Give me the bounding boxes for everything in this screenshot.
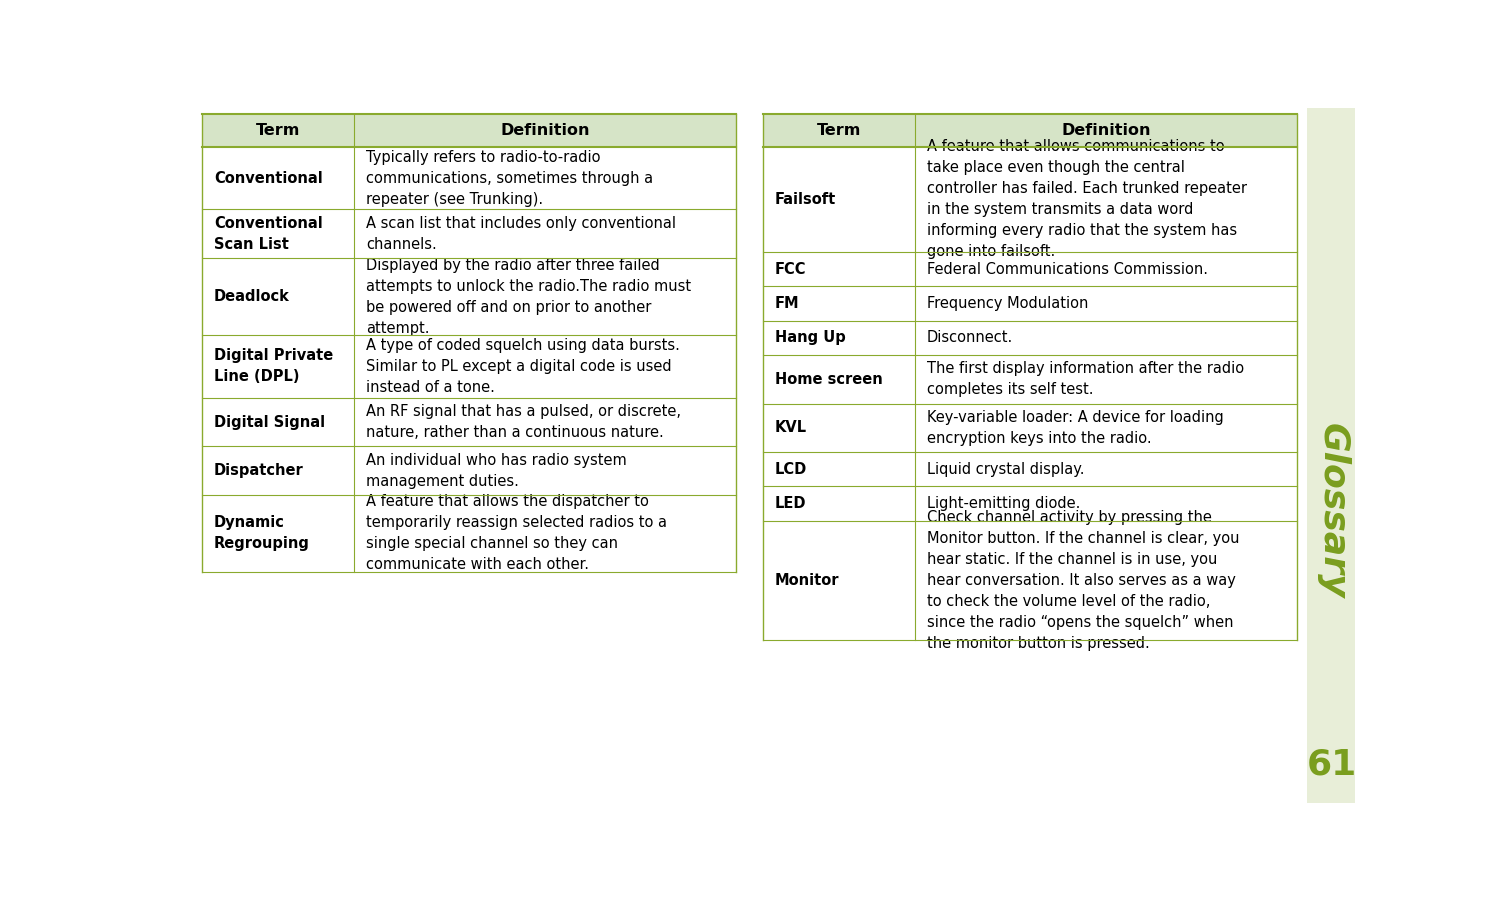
Bar	[202, 258, 736, 335]
Bar	[202, 446, 736, 495]
Text: Displayed by the radio after three failed
attempts to unlock the radio.The radio: Displayed by the radio after three faile…	[366, 257, 691, 336]
Text: A type of coded squelch using data bursts.
Similar to PL except a digital code i: A type of coded squelch using data burst…	[366, 338, 679, 395]
Text: A feature that allows the dispatcher to
temporarily reassign selected radios to : A feature that allows the dispatcher to …	[366, 494, 667, 572]
Bar	[764, 403, 1297, 452]
Text: Deadlock: Deadlock	[214, 289, 289, 304]
Text: An RF signal that has a pulsed, or discrete,
nature, rather than a continuous na: An RF signal that has a pulsed, or discr…	[366, 404, 681, 440]
Text: Glossary: Glossary	[1315, 423, 1349, 599]
Bar	[764, 355, 1297, 403]
Bar	[1307, 108, 1355, 803]
Text: Typically refers to radio-to-radio
communications, sometimes through a
repeater : Typically refers to radio-to-radio commu…	[366, 150, 654, 207]
Bar	[202, 398, 736, 446]
Text: LED: LED	[774, 496, 806, 511]
Text: Definition: Definition	[1062, 123, 1151, 138]
Text: Liquid crystal display.: Liquid crystal display.	[926, 462, 1084, 476]
Text: Failsoft: Failsoft	[774, 192, 836, 207]
Text: FCC: FCC	[774, 262, 806, 277]
Text: Digital Signal: Digital Signal	[214, 415, 325, 429]
Text: KVL: KVL	[774, 420, 807, 436]
Text: Key-variable loader: A device for loading
encryption keys into the radio.: Key-variable loader: A device for loadin…	[926, 410, 1223, 446]
Bar	[764, 452, 1297, 486]
Text: Dynamic
Regrouping: Dynamic Regrouping	[214, 515, 310, 551]
Text: The first display information after the radio
completes its self test.: The first display information after the …	[926, 362, 1244, 397]
Bar	[764, 115, 1297, 147]
Text: FM: FM	[774, 296, 800, 311]
Bar	[764, 486, 1297, 520]
Text: Hang Up: Hang Up	[774, 330, 845, 345]
Text: Home screen: Home screen	[774, 372, 883, 387]
Bar	[202, 495, 736, 572]
Text: Dispatcher: Dispatcher	[214, 463, 304, 478]
Text: LCD: LCD	[774, 462, 807, 476]
Bar	[764, 253, 1297, 287]
Text: A scan list that includes only conventional
channels.: A scan list that includes only conventio…	[366, 216, 676, 252]
Text: Frequency Modulation: Frequency Modulation	[926, 296, 1087, 311]
Bar	[202, 147, 736, 209]
Text: Definition: Definition	[500, 123, 590, 138]
Bar	[202, 209, 736, 258]
Bar	[764, 321, 1297, 355]
Text: Digital Private
Line (DPL): Digital Private Line (DPL)	[214, 348, 333, 384]
Text: Term: Term	[256, 123, 300, 138]
Text: Monitor: Monitor	[774, 573, 839, 588]
Text: An individual who has radio system
management duties.: An individual who has radio system manag…	[366, 453, 626, 489]
Text: A feature that allows communications to
take place even though the central
contr: A feature that allows communications to …	[926, 140, 1247, 260]
Bar	[764, 520, 1297, 640]
Text: Conventional
Scan List: Conventional Scan List	[214, 216, 322, 252]
Text: Federal Communications Commission.: Federal Communications Commission.	[926, 262, 1208, 277]
Text: Term: Term	[816, 123, 861, 138]
Text: 61: 61	[1307, 747, 1357, 781]
Text: Check channel activity by pressing the
Monitor button. If the channel is clear, : Check channel activity by pressing the M…	[926, 510, 1239, 651]
Bar	[764, 287, 1297, 321]
Bar	[202, 115, 736, 147]
Text: Conventional: Conventional	[214, 170, 322, 186]
Text: Disconnect.: Disconnect.	[926, 330, 1014, 345]
Bar	[202, 335, 736, 398]
Bar	[764, 147, 1297, 253]
Text: Light-emitting diode.: Light-emitting diode.	[926, 496, 1080, 511]
